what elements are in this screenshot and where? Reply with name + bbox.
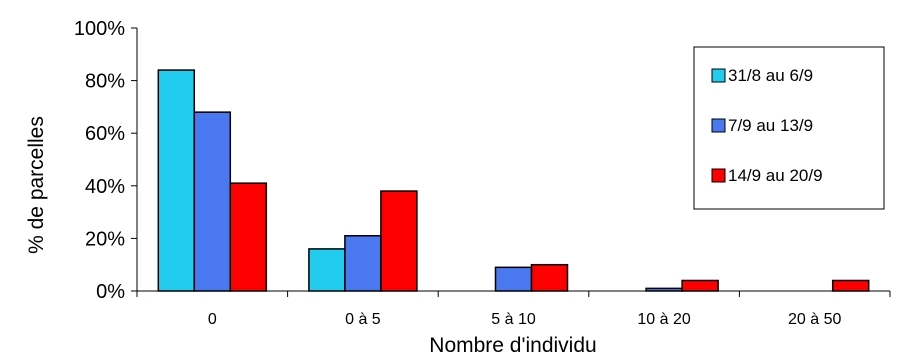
x-tick-label: 20 à 50 [788, 311, 841, 328]
legend-label: 14/9 au 20/9 [728, 166, 823, 185]
bar [344, 235, 382, 292]
y-tick-label: 100% [74, 18, 125, 40]
bar [831, 279, 870, 292]
x-tick-label: 5 à 10 [491, 311, 536, 328]
y-tick-label: 80% [85, 71, 125, 93]
bar [645, 287, 683, 292]
legend-box [693, 46, 885, 210]
bar [494, 266, 533, 292]
legend-swatch [711, 168, 726, 183]
bar [157, 69, 196, 292]
x-tick-label: 0 à 5 [345, 311, 381, 328]
y-tick-label: 0% [96, 281, 125, 303]
legend-label: 7/9 au 13/9 [728, 116, 813, 135]
bar [308, 248, 346, 292]
legend-swatch [711, 68, 726, 83]
y-tick-label: 60% [85, 123, 125, 145]
x-tick-label: 0 [208, 311, 217, 328]
y-axis-title: % de parcelles [25, 116, 48, 254]
y-tick-label: 20% [85, 228, 125, 250]
legend-swatch [711, 118, 726, 133]
x-tick-label: 10 à 20 [637, 311, 690, 328]
x-axis-title: Nombre d'individu [429, 334, 596, 357]
legend-label: 31/8 au 6/9 [728, 66, 813, 85]
bar [229, 182, 268, 292]
bar [681, 279, 719, 292]
y-tick-label: 40% [85, 176, 125, 198]
bar [193, 111, 232, 292]
bar [530, 263, 569, 292]
bar [380, 190, 418, 292]
